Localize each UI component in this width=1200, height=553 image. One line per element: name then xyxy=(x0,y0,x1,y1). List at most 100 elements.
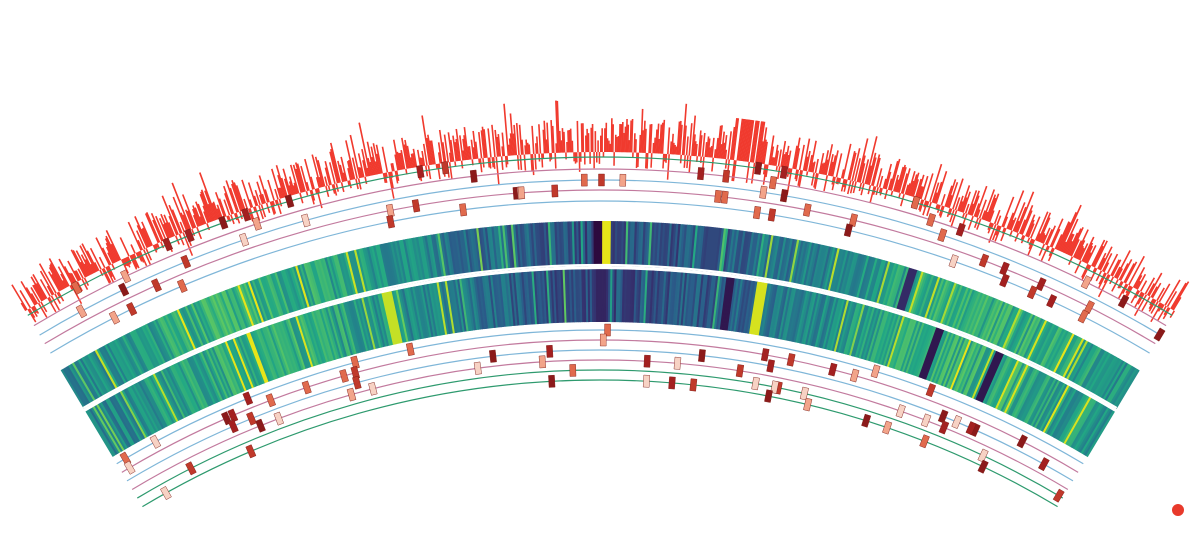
histogram-bar xyxy=(366,167,370,177)
heatmap-cell xyxy=(871,311,890,363)
histogram-bar xyxy=(172,196,188,232)
histogram-bar xyxy=(57,266,70,287)
histogram-bar xyxy=(142,249,152,265)
heatmap-cell xyxy=(149,375,176,424)
heatmap-cell xyxy=(1098,359,1123,400)
heatmap-cell xyxy=(532,223,538,269)
histogram-bar xyxy=(38,263,57,294)
heatmap-cell xyxy=(465,277,475,331)
heatmap-cell xyxy=(111,340,136,382)
heatmap-cell xyxy=(792,240,804,286)
heatmap-cell xyxy=(685,224,692,270)
histogram-bar xyxy=(795,169,800,182)
histogram-bar xyxy=(67,260,80,282)
heatmap-cell xyxy=(179,360,204,410)
histogram-bar xyxy=(47,297,57,313)
histogram-bar xyxy=(422,143,428,166)
histogram-bar xyxy=(267,179,275,201)
histogram-bar xyxy=(1038,217,1051,243)
heatmap-cell xyxy=(218,291,238,335)
histogram-bar xyxy=(704,142,708,158)
heatmap-cell xyxy=(343,252,357,297)
histogram-bar xyxy=(249,199,254,208)
histogram-bar xyxy=(1134,290,1141,299)
heatmap-cell xyxy=(204,297,225,340)
heatmap-cell xyxy=(454,279,465,332)
heatmap-cell xyxy=(450,231,460,277)
heatmap-cell xyxy=(662,223,668,269)
feature-mark xyxy=(273,411,284,426)
heatmap-cell xyxy=(184,358,209,408)
histogram-bar xyxy=(278,198,283,207)
heatmap-cell xyxy=(288,267,305,312)
histogram-bar xyxy=(86,250,99,272)
histogram-bar xyxy=(105,246,116,264)
histogram-bar xyxy=(396,151,402,171)
heatmap-cell xyxy=(428,283,440,337)
histogram-bar xyxy=(922,200,929,216)
heatmap-cell xyxy=(781,287,795,341)
histogram-bar xyxy=(830,155,837,177)
histogram-bar xyxy=(1169,310,1175,319)
heatmap-cell xyxy=(96,403,125,451)
histogram-bar xyxy=(846,180,852,195)
histogram-bar xyxy=(144,213,160,244)
heatmap-cell xyxy=(452,231,462,276)
histogram-bar xyxy=(104,238,118,263)
histogram-bar xyxy=(911,172,920,197)
heatmap-cell xyxy=(706,226,714,272)
heatmap-cell xyxy=(1070,400,1099,449)
heatmap-cell xyxy=(796,241,809,286)
heatmap-cell xyxy=(562,221,568,267)
histogram-bar xyxy=(390,163,394,172)
heatmap-cell xyxy=(269,324,290,376)
histogram-bar xyxy=(75,250,90,276)
heatmap-cell xyxy=(110,341,134,383)
heatmap-cell xyxy=(192,302,213,345)
heatmap-cell xyxy=(543,222,549,268)
histogram-bar xyxy=(656,123,660,154)
heatmap-cell xyxy=(1075,404,1105,452)
histogram-bar xyxy=(199,193,212,223)
heatmap-cell xyxy=(467,229,476,275)
histogram-bar xyxy=(798,144,805,171)
heatmap-cell xyxy=(631,269,636,323)
histogram-bar xyxy=(229,187,240,213)
feature-mark xyxy=(242,391,254,406)
heatmap-cell xyxy=(811,244,824,289)
heatmap-cell xyxy=(1085,351,1110,393)
heatmap-cell xyxy=(977,351,1001,402)
histogram-bar xyxy=(929,163,943,202)
histogram-bar xyxy=(974,185,988,218)
histogram-bar xyxy=(274,188,279,200)
feature-mark xyxy=(218,215,229,230)
heatmap-cell xyxy=(984,300,1004,344)
heatmap-cell xyxy=(818,295,834,349)
heatmap-cell xyxy=(184,305,205,349)
heatmap-cell xyxy=(980,353,1005,403)
heatmap-cell xyxy=(770,236,781,281)
heatmap-cell xyxy=(962,291,982,335)
heatmap-cell xyxy=(105,398,134,446)
histogram-bar xyxy=(160,213,172,238)
histogram-bar xyxy=(634,139,637,153)
heatmap-cell xyxy=(1034,380,1061,429)
histogram-bar xyxy=(777,149,782,167)
heatmap-cell xyxy=(554,221,559,267)
histogram-bar xyxy=(920,175,929,200)
heatmap-cell xyxy=(873,260,889,305)
heatmap-cell xyxy=(1114,369,1140,410)
heatmap-cell xyxy=(504,273,512,327)
heatmap-cell xyxy=(463,278,473,331)
heatmap-cell xyxy=(1109,365,1135,406)
heatmap-cell xyxy=(263,275,281,319)
histogram-bar xyxy=(842,143,852,179)
feature-mark xyxy=(368,382,378,396)
heatmap-cell xyxy=(489,226,497,272)
histogram-bar xyxy=(305,181,310,191)
histogram-bar xyxy=(760,127,768,164)
heatmap-cell xyxy=(426,235,437,280)
histogram-bar xyxy=(327,185,331,191)
feature-mark xyxy=(1077,309,1089,324)
heatmap-cell xyxy=(445,232,455,277)
